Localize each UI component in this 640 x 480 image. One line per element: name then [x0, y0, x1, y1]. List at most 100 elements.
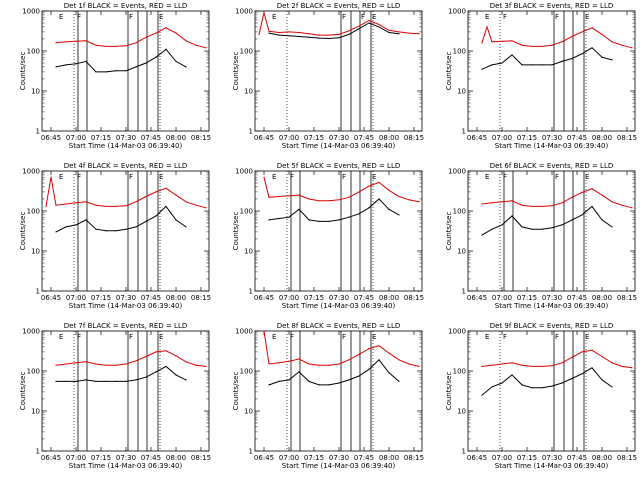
- interval-marker: E: [585, 13, 589, 21]
- y-tick-label: 1: [249, 448, 253, 456]
- data-point-events: [571, 377, 573, 380]
- interval-marker: E: [159, 173, 163, 181]
- x-tick-label: 08:15: [404, 134, 424, 142]
- x-tick-label: 07:30: [542, 454, 562, 462]
- series-line-events: [56, 365, 187, 382]
- data-point-lld: [501, 40, 503, 42]
- y-tick-label: 1000: [22, 328, 40, 336]
- data-point-lld: [95, 363, 97, 365]
- interval-marker: E: [59, 13, 63, 21]
- y-tick-label: 1: [36, 128, 40, 136]
- data-point-events: [75, 224, 77, 226]
- x-tick-label: 07:15: [91, 294, 111, 302]
- interval-marker: F: [290, 173, 294, 181]
- data-point-lld: [308, 363, 310, 365]
- data-point-lld: [388, 352, 390, 354]
- y-tick-label: 100: [240, 368, 253, 376]
- detector-panel-4: Det 4f BLACK = Events, RED = LLD 1 10 100 10…: [19, 162, 211, 310]
- data-point-events: [298, 35, 300, 38]
- data-point-lld: [105, 45, 107, 48]
- data-point-lld: [541, 45, 543, 48]
- data-point-lld: [195, 204, 197, 206]
- data-point-lld: [75, 362, 77, 364]
- y-tick-label: 10: [31, 248, 40, 256]
- data-point-events: [55, 66, 57, 68]
- data-point-events: [175, 60, 177, 62]
- y-tick-label: 1: [462, 128, 466, 136]
- data-point-events: [75, 380, 77, 382]
- x-tick-label: 08:00: [592, 294, 612, 302]
- x-tick-label: 07:15: [91, 454, 111, 462]
- x-tick-label: 08:15: [617, 454, 637, 462]
- data-point-events: [388, 372, 390, 374]
- y-axis-label: Counts/sec: [19, 372, 27, 411]
- interval-marker: E: [59, 333, 63, 341]
- y-tick-label: 1000: [448, 8, 466, 16]
- interval-marker: E: [272, 13, 276, 21]
- data-point-lld: [521, 204, 523, 206]
- data-point-events: [145, 376, 147, 378]
- x-tick-label: 08:15: [404, 294, 424, 302]
- detector-panel-6: Det 6f BLACK = Events, RED = LLD 1 10 100 10…: [445, 162, 637, 310]
- interval-marker: F: [503, 333, 507, 341]
- data-point-lld: [358, 353, 360, 356]
- data-point-lld: [288, 31, 290, 33]
- data-point-events: [591, 205, 593, 208]
- data-point-lld: [631, 367, 633, 369]
- x-axis-label: Start Time (14-Mar-03 06:39:40): [282, 302, 396, 310]
- data-point-events: [125, 380, 127, 382]
- data-point-events: [85, 379, 87, 381]
- x-tick-label: 07:30: [542, 134, 562, 142]
- data-point-events: [521, 384, 523, 386]
- x-tick-label: 06:45: [41, 454, 61, 462]
- data-point-events: [328, 37, 330, 40]
- panel-title: Det 5f BLACK = Events, RED = LLD: [277, 162, 400, 170]
- y-tick-label: 1: [462, 288, 466, 296]
- detector-panel-7: Det 7f BLACK = Events, RED = LLD 1 10 100 10…: [19, 322, 211, 470]
- series-line-events: [268, 198, 400, 222]
- interval-marker: F: [342, 13, 346, 21]
- x-tick-label: 07:45: [567, 454, 587, 462]
- x-tick-label: 07:30: [542, 294, 562, 302]
- data-point-events: [308, 36, 310, 38]
- data-point-lld: [418, 201, 420, 203]
- x-tick-label: 06:45: [41, 294, 61, 302]
- data-point-lld: [308, 33, 310, 35]
- data-point-events: [501, 62, 503, 64]
- x-axis-label: Start Time (14-Mar-03 06:39:40): [282, 142, 396, 150]
- y-axis-label: Counts/sec: [19, 52, 27, 91]
- data-point-events: [338, 382, 340, 384]
- data-point-events: [378, 198, 380, 200]
- data-point-events: [105, 380, 107, 382]
- data-point-lld: [378, 181, 380, 183]
- data-point-lld: [125, 45, 127, 47]
- data-point-events: [541, 387, 543, 389]
- interval-marker: E: [585, 173, 589, 181]
- interval-marker: E: [59, 173, 63, 181]
- data-point-lld: [541, 205, 543, 208]
- x-tick-label: 07:45: [141, 294, 161, 302]
- plot-frame: [41, 330, 210, 452]
- detector-panel-1: Det 1f BLACK = Events, RED = LLD 1 10 100 10…: [19, 2, 211, 150]
- y-axis-label: Counts/sec: [232, 52, 240, 91]
- data-point-events: [105, 71, 107, 73]
- data-point-lld: [486, 26, 488, 28]
- data-point-events: [115, 380, 117, 382]
- x-tick-label: 07:45: [141, 454, 161, 462]
- data-point-lld: [571, 35, 573, 38]
- data-point-events: [278, 217, 280, 220]
- data-point-lld: [358, 25, 360, 27]
- data-point-lld: [115, 364, 117, 366]
- data-point-lld: [601, 355, 603, 358]
- y-tick-label: 1: [249, 288, 253, 296]
- data-point-events: [155, 215, 157, 217]
- x-tick-label: 06:45: [467, 134, 487, 142]
- data-point-events: [145, 220, 147, 222]
- data-point-events: [165, 365, 167, 368]
- x-tick-label: 06:45: [467, 454, 487, 462]
- data-point-lld: [501, 363, 503, 365]
- data-point-events: [65, 64, 67, 66]
- data-point-lld: [511, 200, 513, 202]
- data-point-lld: [581, 191, 583, 194]
- data-point-lld: [145, 36, 147, 38]
